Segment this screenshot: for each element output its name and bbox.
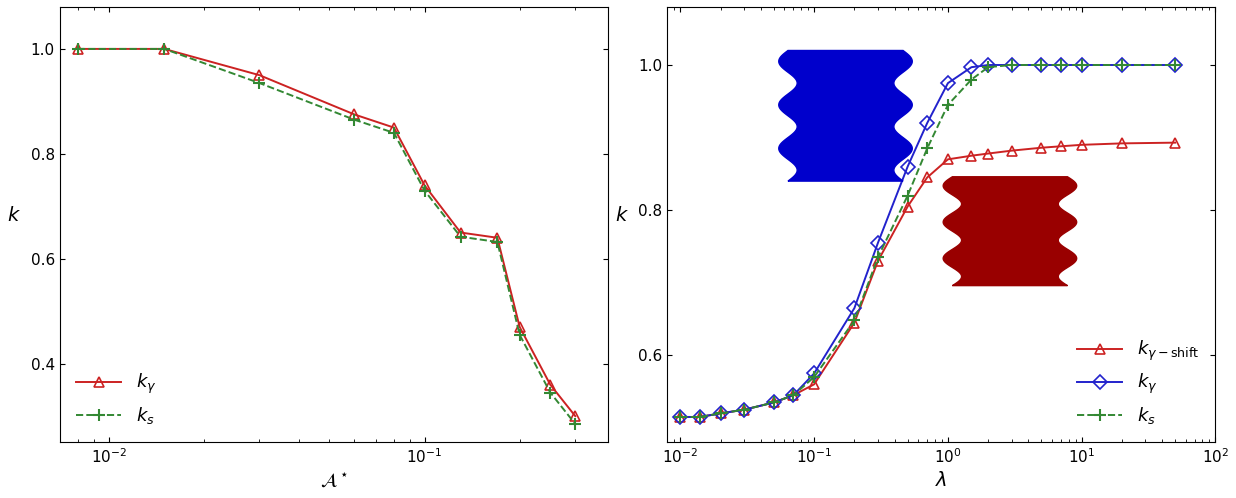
$k_{\gamma-\mathrm{shift}}$ [920,174,934,180]
$k_{\gamma}$ [807,371,822,376]
$k_{\gamma}$ [252,72,267,78]
$k_s$ [1168,62,1183,68]
$k_{\gamma}$ [713,410,728,416]
$k_{\gamma-\mathrm{shift}}$ [900,204,915,210]
$k_{\gamma}$ [692,414,707,420]
$k_s$ [489,239,504,245]
$k_{\gamma}$ [941,80,955,86]
$k_{\gamma}$ [70,46,85,52]
$k_{\gamma}$ [920,120,934,126]
$k_{\gamma-\mathrm{shift}}$ [1035,145,1049,151]
$k_s$ [387,130,402,136]
$k_s$ [417,188,431,194]
$k_{\gamma-\mathrm{shift}}$ [870,258,885,264]
$k_s$ [870,254,885,260]
$k_s$ [900,193,915,199]
$k_{\gamma-\mathrm{shift}}$ [941,156,955,162]
$k_{\gamma-\mathrm{shift}}$ [964,153,979,159]
$k_{\gamma}$ [1005,62,1020,68]
$k_s$ [980,64,995,70]
$k_{\gamma}$ [870,240,885,246]
$k_{\gamma-\mathrm{shift}}$ [692,414,707,420]
$k_{\gamma}$ [454,230,468,236]
Legend: $k_{\gamma-\mathrm{shift}}$, $k_{\gamma}$, $k_s$: $k_{\gamma-\mathrm{shift}}$, $k_{\gamma}… [1070,332,1206,433]
$k_s$ [567,421,582,427]
$k_s$ [157,46,172,52]
$k_{\gamma}$ [1035,62,1049,68]
$k_{\gamma}$ [737,407,751,413]
$k_{\gamma-\mathrm{shift}}$ [807,381,822,387]
$k_{\gamma}$ [387,124,402,130]
$k_s$ [737,407,751,413]
$k_{\gamma}$ [1074,62,1089,68]
$k_s$ [454,234,468,240]
$k_s$ [1074,62,1089,68]
$k_s$ [766,399,781,405]
Line: $k_s$: $k_s$ [675,59,1180,422]
$k_{\gamma-\mathrm{shift}}$ [737,407,751,413]
$k_{\gamma}$ [1168,62,1183,68]
Polygon shape [779,50,912,181]
X-axis label: $\lambda$: $\lambda$ [936,472,948,491]
$k_s$ [692,414,707,420]
$k_{\gamma-\mathrm{shift}}$ [1074,142,1089,148]
$k_{\gamma-\mathrm{shift}}$ [1115,140,1130,146]
$k_{\gamma-\mathrm{shift}}$ [713,410,728,416]
$k_s$ [941,102,955,108]
$k_s$ [807,374,822,380]
$k_{\gamma}$ [417,182,431,188]
$k_{\gamma}$ [766,399,781,405]
$k_{\gamma-\mathrm{shift}}$ [1005,147,1020,153]
$k_{\gamma}$ [567,413,582,419]
$k_s$ [512,332,527,338]
$k_{\gamma-\mathrm{shift}}$ [847,320,861,326]
$k_s$ [847,317,861,323]
$k_s$ [1115,62,1130,68]
$k_{\gamma-\mathrm{shift}}$ [766,399,781,405]
$k_{\gamma-\mathrm{shift}}$ [1168,139,1183,145]
$k_{\gamma}$ [847,305,861,311]
$k_{\gamma}$ [1053,62,1068,68]
$k_{\gamma-\mathrm{shift}}$ [672,414,687,420]
$k_{\gamma}$ [964,64,979,70]
$k_{\gamma-\mathrm{shift}}$ [980,150,995,156]
$k_{\gamma}$ [786,392,801,398]
$k_s$ [1053,62,1068,68]
$k_{\gamma-\mathrm{shift}}$ [1053,143,1068,149]
X-axis label: $\mathcal{A}^\star$: $\mathcal{A}^\star$ [320,472,347,491]
$k_s$ [347,117,362,123]
$k_{\gamma-\mathrm{shift}}$ [786,392,801,398]
$k_{\gamma}$ [543,381,557,387]
Line: $k_{\gamma}$: $k_{\gamma}$ [73,44,580,421]
$k_{\gamma}$ [489,235,504,241]
Legend: $k_{\gamma}$, $k_s$: $k_{\gamma}$, $k_s$ [69,365,163,433]
$k_s$ [1005,62,1020,68]
$k_s$ [1035,62,1049,68]
$k_{\gamma}$ [512,324,527,330]
$k_s$ [543,389,557,395]
$k_{\gamma}$ [157,46,172,52]
Polygon shape [943,177,1077,286]
$k_{\gamma}$ [672,414,687,420]
Y-axis label: $k$: $k$ [614,206,629,225]
$k_{\gamma}$ [980,62,995,68]
$k_s$ [964,77,979,83]
$k_s$ [920,145,934,151]
$k_s$ [70,46,85,52]
Y-axis label: $k$: $k$ [7,206,21,225]
$k_{\gamma}$ [347,112,362,118]
$k_s$ [786,392,801,398]
Line: $k_s$: $k_s$ [73,43,581,430]
$k_s$ [713,410,728,416]
$k_s$ [252,80,267,86]
Line: $k_{\gamma-\mathrm{shift}}$: $k_{\gamma-\mathrm{shift}}$ [676,138,1180,422]
Line: $k_{\gamma}$: $k_{\gamma}$ [676,60,1180,422]
$k_s$ [672,414,687,420]
$k_{\gamma}$ [900,164,915,170]
$k_{\gamma}$ [1115,62,1130,68]
